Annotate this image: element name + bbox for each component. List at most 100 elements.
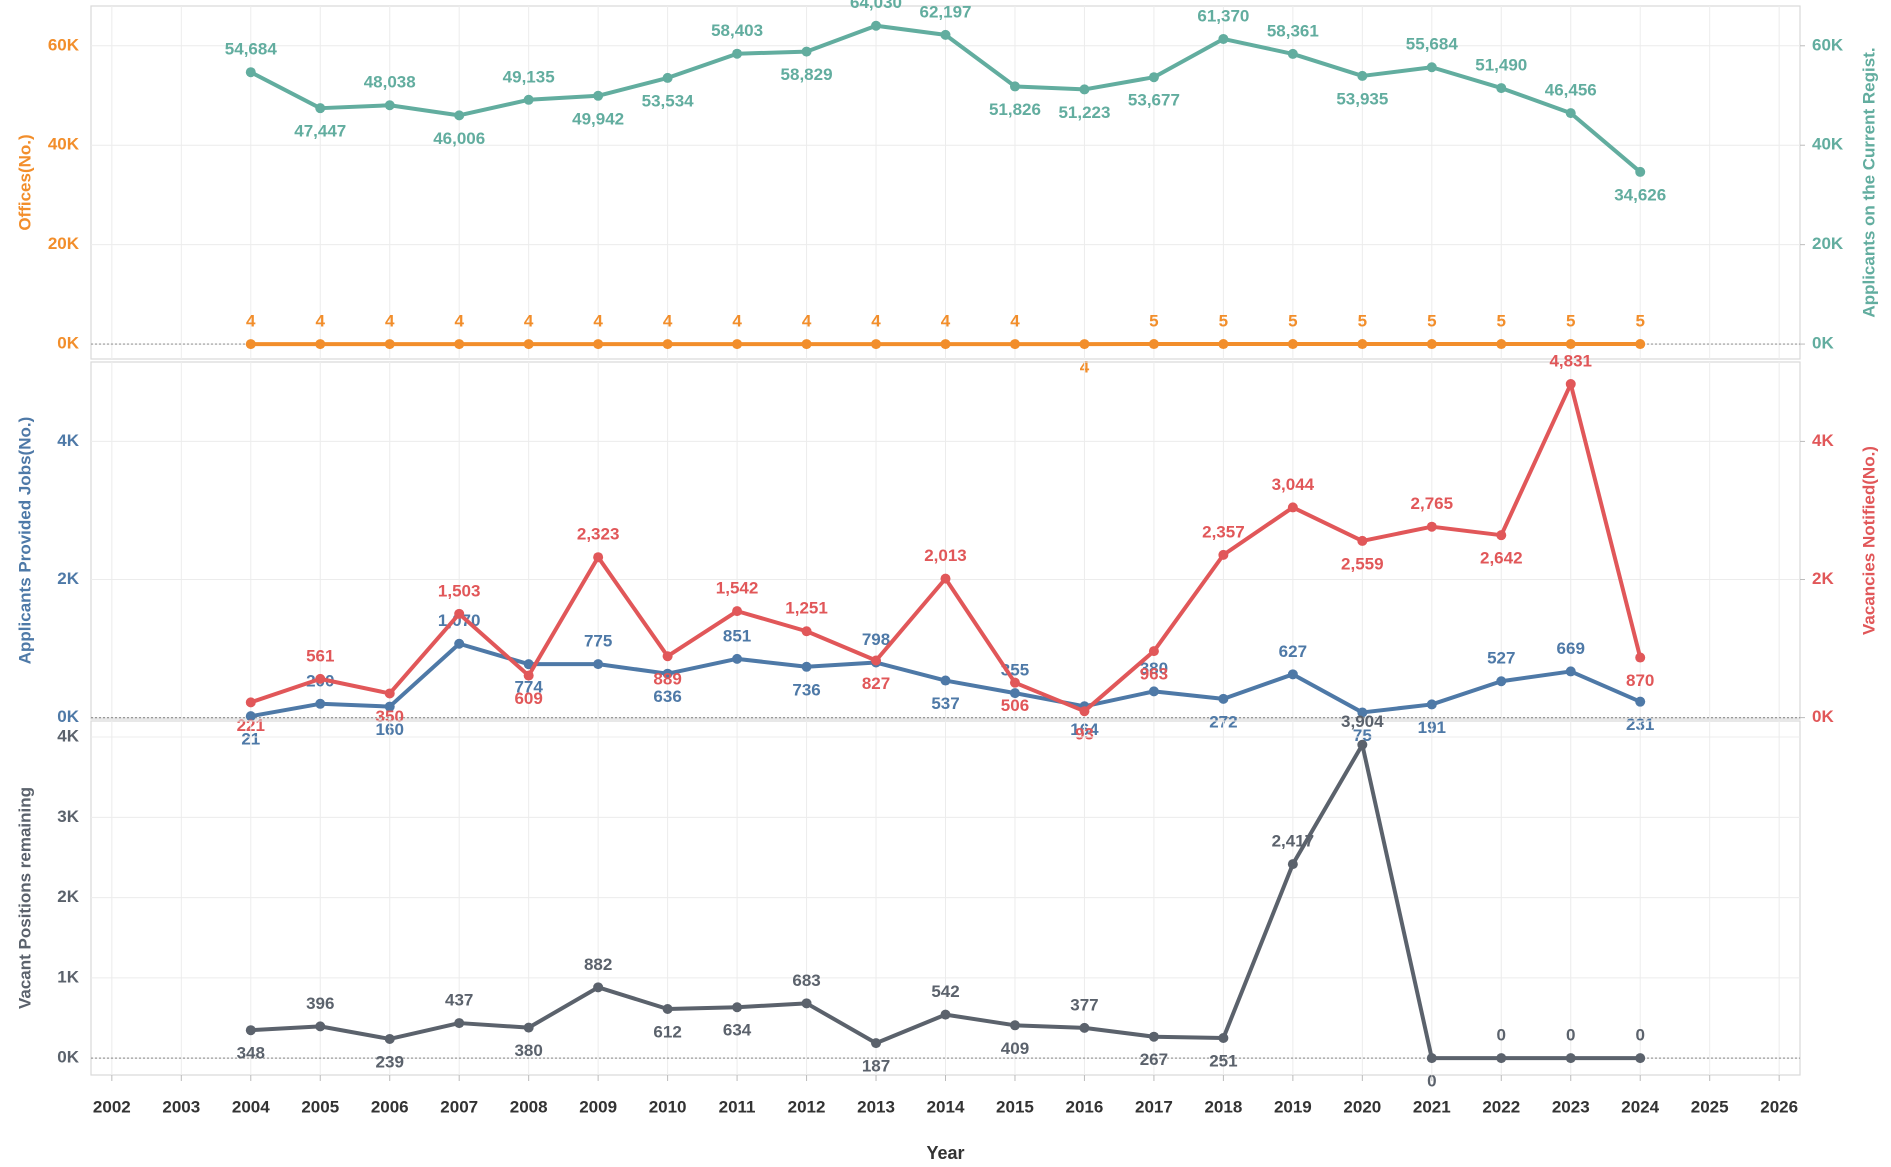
- data-point: [1218, 1032, 1229, 1043]
- data-point: [1009, 677, 1020, 688]
- data-label: 627: [1279, 642, 1307, 661]
- data-point: [1009, 339, 1020, 350]
- data-point: [1426, 1053, 1437, 1064]
- data-point: [1357, 339, 1368, 350]
- data-point: [1287, 502, 1298, 513]
- x-tick-label: 2021: [1413, 1097, 1451, 1116]
- data-label: 54,684: [225, 40, 278, 59]
- data-label: 1,503: [438, 581, 481, 600]
- x-tick-label: 2005: [301, 1097, 339, 1116]
- data-point: [940, 573, 951, 584]
- data-label: 609: [514, 689, 542, 708]
- data-point: [315, 1021, 326, 1032]
- data-label: 58,361: [1267, 21, 1319, 40]
- data-label: 0: [1635, 1026, 1644, 1045]
- data-point: [384, 688, 395, 699]
- data-label: 4: [941, 312, 951, 331]
- data-label: 53,534: [642, 91, 695, 110]
- data-point: [454, 110, 465, 121]
- data-label: 46,006: [433, 129, 485, 148]
- data-point: [523, 659, 534, 670]
- data-point: [732, 48, 743, 59]
- data-label: 5: [1427, 312, 1436, 331]
- y-axis-title: Vacant Positions remaining: [15, 787, 34, 1009]
- data-point: [1426, 521, 1437, 532]
- data-label: 251: [1209, 1051, 1237, 1070]
- data-point: [1635, 1053, 1646, 1064]
- y-axis-title: Offices(No.): [15, 134, 34, 230]
- data-label: 882: [584, 955, 612, 974]
- data-label: 380: [514, 1041, 542, 1060]
- data-label: 4: [385, 312, 395, 331]
- data-label: 3,904: [1341, 712, 1384, 731]
- data-label: 4: [732, 312, 742, 331]
- data-label: 239: [376, 1052, 404, 1071]
- data-point: [1635, 652, 1646, 663]
- data-label: 51,490: [1475, 56, 1527, 75]
- data-point: [1218, 549, 1229, 560]
- data-label: 2,559: [1341, 554, 1384, 573]
- data-point: [662, 339, 673, 350]
- data-label: 47,447: [294, 122, 346, 141]
- data-label: 5: [1497, 312, 1506, 331]
- data-label: 62,197: [920, 2, 972, 21]
- y2-tick-label: 60K: [1812, 35, 1844, 54]
- data-point: [662, 1004, 673, 1015]
- data-point: [1079, 1022, 1090, 1033]
- data-label: 636: [653, 687, 681, 706]
- data-point: [1635, 166, 1646, 177]
- data-label: 683: [792, 971, 820, 990]
- data-point: [1426, 62, 1437, 73]
- data-point: [1565, 666, 1576, 677]
- data-label: 396: [306, 994, 334, 1013]
- x-tick-label: 2018: [1204, 1097, 1242, 1116]
- data-point: [593, 982, 604, 993]
- x-tick-label: 2007: [440, 1097, 478, 1116]
- data-label: 2,642: [1480, 549, 1523, 568]
- data-label: 4: [316, 312, 326, 331]
- data-label: 870: [1626, 671, 1654, 690]
- data-label: 2,323: [577, 525, 620, 544]
- data-label: 1,542: [716, 579, 759, 598]
- x-tick-label: 2015: [996, 1097, 1034, 1116]
- data-point: [523, 670, 534, 681]
- data-point: [384, 701, 395, 712]
- y-tick-label: 2K: [57, 569, 79, 588]
- data-point: [662, 651, 673, 662]
- data-point: [662, 668, 673, 679]
- data-point: [593, 552, 604, 563]
- data-point: [1565, 339, 1576, 350]
- data-label: 5: [1149, 312, 1158, 331]
- data-point: [1426, 339, 1437, 350]
- data-point: [1496, 83, 1507, 94]
- data-point: [871, 655, 882, 666]
- data-label: 380: [1140, 659, 1168, 678]
- data-point: [384, 339, 395, 350]
- data-label: 58,829: [781, 65, 833, 84]
- data-point: [1218, 33, 1229, 44]
- data-label: 963: [1140, 665, 1168, 684]
- y-tick-label: 4K: [57, 431, 79, 450]
- data-point: [523, 339, 534, 350]
- x-tick-label: 2011: [719, 1097, 756, 1116]
- data-point: [801, 626, 812, 637]
- data-label: 0: [1427, 1072, 1436, 1091]
- x-tick-label: 2024: [1621, 1097, 1659, 1116]
- data-label: 48,038: [364, 73, 416, 92]
- data-point: [1079, 706, 1090, 717]
- data-point: [940, 339, 951, 350]
- x-tick-label: 2022: [1482, 1097, 1520, 1116]
- data-point: [871, 1038, 882, 1049]
- data-label: 2,765: [1411, 494, 1454, 513]
- data-point: [1218, 693, 1229, 704]
- data-point: [1496, 339, 1507, 350]
- data-label: 4,831: [1549, 352, 1592, 371]
- data-label: 4: [871, 312, 881, 331]
- data-point: [315, 103, 326, 114]
- data-point: [523, 94, 534, 105]
- data-label: 889: [653, 670, 681, 689]
- y-tick-label: 1K: [57, 967, 79, 986]
- data-label: 3,044: [1272, 475, 1315, 494]
- data-label: 612: [653, 1023, 681, 1042]
- x-tick-label: 2014: [927, 1097, 965, 1116]
